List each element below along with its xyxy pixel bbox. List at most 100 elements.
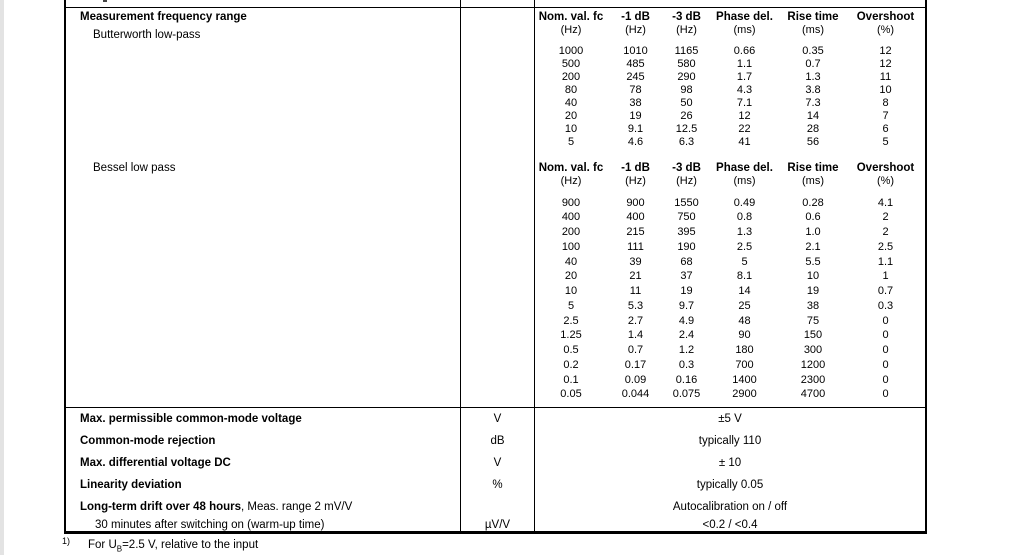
bessel_rows-data-row: 0.5 0.7 1.2 180 300 0 (535, 343, 925, 358)
bessel_rows-data-row-cell: 39 (629, 255, 642, 268)
bessel_rows-data-row-cell: 0.49 (733, 196, 756, 209)
bessel_rows-data-row: 1.25 1.4 2.4 90 150 0 (535, 328, 925, 343)
butterworth_rows-header-row-cell: Nom. val. fc (538, 11, 604, 23)
bessel_rows-data-row-cell: 21 (629, 270, 642, 283)
butterworth_rows-header-row-cell: -3 dB (672, 11, 701, 23)
spec-row: Linearity deviation% typically 0.05 (66, 474, 925, 496)
butterworth_rows-data-row-cell: 4.6 (627, 135, 644, 148)
butterworth_rows-units-row-cell: (Hz) (560, 23, 582, 36)
bessel_rows-data-row-cell: 300 (803, 344, 823, 356)
bessel_rows-data-row-cell: 40 (564, 255, 578, 268)
bessel_rows-data-row-cell: 9.7 (678, 299, 695, 312)
bessel_rows-data-row-cell: 2.7 (627, 314, 644, 327)
butterworth_rows-data-row: 500 485 580 1.1 0.7 12 (535, 58, 925, 71)
bessel-table: Nom. val. fc -1 dB -3 dB Phase del. Rise tim… (535, 162, 925, 402)
footnote-marker: 1) (62, 536, 71, 546)
table-border-left (64, 0, 66, 533)
bessel_rows-data-row: 5 5.3 9.7 25 38 0.3 (535, 299, 925, 314)
butterworth_rows-data-row: 20 19 26 12 14 7 (535, 110, 925, 123)
butterworth_rows-data-row-cell: 11 (879, 70, 892, 83)
spec-label: Common-mode rejection (66, 435, 460, 447)
bessel_rows-data-row-cell: 2.4 (678, 329, 695, 342)
bessel_rows-body: 900 900 1550 0.49 0.28 4.1 400 400 750 0.8 0.6 2 200… (535, 196, 925, 403)
bessel_rows-data-row-cell: 2300 (800, 373, 826, 386)
butterworth_rows-data-row-cell: 290 (677, 70, 696, 83)
bessel_rows-data-row-cell: 190 (677, 240, 696, 253)
bessel_rows-data-row-cell: 0 (882, 358, 889, 371)
bessel_rows-data-row-cell: 1550 (674, 196, 699, 209)
butterworth_rows-data-row-cell: 7.1 (736, 96, 753, 109)
bessel_rows-header-row-cell: -3 dB (672, 162, 701, 174)
bessel_rows-data-row-cell: 0.044 (621, 388, 650, 401)
butterworth_rows-data-row-cell: 9.1 (627, 122, 644, 135)
footnote-subscript: B (116, 544, 123, 554)
spec-unit: V (493, 413, 502, 425)
butterworth_rows-data-row-cell: 80 (564, 83, 578, 96)
spec-label: Max. permissible common-mode voltage (66, 413, 460, 425)
butterworth_rows-data-row-cell: 3.8 (805, 83, 821, 96)
spec-label-text: Max. permissible common-mode voltage (80, 413, 302, 425)
bessel_rows-data-row-cell: 20 (564, 270, 578, 283)
spec-unit: µV/V (484, 518, 511, 531)
bessel_rows-data-row-cell: 700 (735, 358, 754, 371)
spec-value: Autocalibration on / off (672, 500, 788, 513)
butterworth_rows-data-row-cell: 20 (564, 109, 578, 122)
freq-section-title: Measurement frequency range (80, 11, 247, 23)
bessel_rows-header-row-cell: Rise time (787, 162, 839, 174)
bessel_rows-data-row-cell: 0.09 (624, 373, 647, 386)
table-divider-unit-column (460, 0, 461, 531)
butterworth_rows-units-row: (Hz) (Hz) (Hz) (ms) (ms) (%) (535, 24, 925, 36)
bessel_rows-data-row-cell: 4.9 (678, 314, 695, 327)
bessel_rows-data-row-cell: 215 (626, 226, 645, 238)
bessel_rows-data-row-cell: 1.3 (736, 226, 753, 238)
bessel_rows-header-row-cell: Phase del. (716, 162, 773, 174)
bessel_rows-header-row-cell: -1 dB (621, 162, 650, 174)
butterworth_rows-header-row-cell: -1 dB (621, 11, 650, 23)
bessel_rows-data-row-cell: 0 (882, 373, 889, 386)
butterworth_rows-data-row-cell: 485 (626, 57, 645, 70)
bessel_rows-data-row-cell: 75 (806, 314, 820, 327)
bessel_rows-data-row-cell: 38 (806, 299, 820, 312)
butterworth_rows-data-row-cell: 98 (680, 83, 693, 96)
bessel_rows-data-row-cell: 14 (738, 285, 751, 297)
butterworth_rows-data-row-cell: 10 (879, 83, 892, 96)
butterworth_rows-data-row-cell: 1000 (558, 44, 584, 57)
bessel_rows-data-row-cell: 1 (882, 270, 889, 283)
butterworth_rows-body: 1000 1010 1165 0.66 0.35 12 500 485 580 1.1 0.7 12 2… (535, 45, 925, 149)
spec-rows-section: Max. permissible common-mode voltage V ±5 … (66, 408, 925, 532)
bessel_rows-data-row-cell: 900 (626, 196, 645, 209)
spec-label: Max. differential voltage DC (66, 457, 460, 469)
butterworth_rows-units-row-cell: (ms) (733, 23, 756, 36)
spec-label: 30 minutes after switching on (warm-up t… (66, 519, 460, 531)
butterworth_rows-header-row: Nom. val. fc -1 dB -3 dB Phase del. Rise tim… (535, 11, 925, 24)
bessel_rows-data-row-cell: 2.5 (563, 314, 579, 327)
table-rule-middle (64, 407, 927, 408)
bessel_rows-data-row-cell: 0.8 (736, 211, 753, 224)
butterworth_rows-data-row-cell: 8 (882, 96, 889, 109)
bessel_rows-header-row: Nom. val. fc -1 dB -3 dB Phase del. Rise tim… (535, 162, 925, 175)
spec-label: Linearity deviation (66, 479, 460, 491)
bessel_rows-data-row-cell: 0.1 (563, 373, 579, 386)
bessel_rows-data-row-cell: 0.3 (678, 358, 695, 371)
butterworth_rows-units-row-cell: (%) (876, 23, 895, 36)
butterworth_rows-data-row-cell: 6 (882, 122, 889, 135)
bessel_rows-data-row-cell: 395 (677, 226, 696, 238)
butterworth_rows-data-row-cell: 12 (738, 109, 751, 122)
butterworth_rows-data-row-cell: 12 (879, 57, 892, 70)
bessel_rows-header-row-cell: Nom. val. fc (538, 162, 604, 174)
butterworth_rows-data-row-cell: 1.3 (805, 70, 821, 83)
clipped-text-fragment (103, 0, 107, 2)
butterworth_rows-data-row-cell: 1.7 (736, 70, 753, 83)
bessel_rows-data-row-cell: 90 (738, 329, 751, 342)
butterworth_rows-data-row-cell: 28 (806, 122, 820, 135)
butterworth_rows-units-row-cell: (ms) (802, 23, 824, 36)
spec-value: typically 0.05 (696, 479, 764, 491)
spec-row: 30 minutes after switching on (warm-up t… (66, 517, 925, 532)
bessel_rows-data-row-cell: 5 (567, 299, 575, 312)
butterworth_rows-data-row-cell: 1010 (623, 44, 648, 57)
bessel_rows-data-row: 100 111 190 2.5 2.1 2.5 (535, 240, 925, 255)
butterworth_rows-data-row-cell: 580 (677, 57, 696, 70)
butterworth_rows-data-row-cell: 12 (879, 44, 892, 57)
butterworth_rows-header-row-cell: Rise time (787, 11, 839, 23)
bessel_rows-data-row-cell: 2.5 (877, 240, 894, 253)
